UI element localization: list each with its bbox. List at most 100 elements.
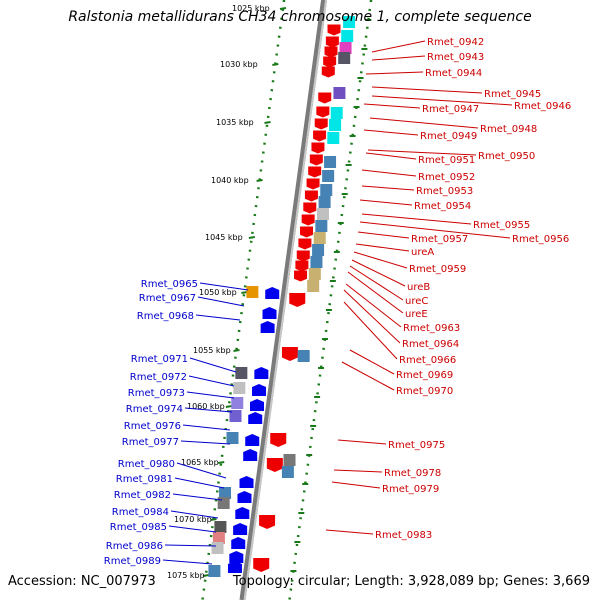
forward-gene-arrow <box>304 190 318 202</box>
reverse-gene-arrow <box>229 551 244 563</box>
gene-label-text: Rmet_0944 <box>425 68 482 79</box>
left-gene-label-rmet_0976: Rmet_0976 <box>124 421 231 432</box>
right-gene-label-rmet_0979: Rmet_0979 <box>331 481 439 495</box>
forward-gene-arrow <box>253 558 270 572</box>
gene-label-text: Rmet_0947 <box>422 104 479 115</box>
reverse-gene-arrow <box>245 434 260 446</box>
forward-gene-arrow <box>308 166 322 178</box>
forward-gene-arrow <box>270 433 287 447</box>
leader-line <box>371 95 513 106</box>
cog-category-block <box>231 397 244 409</box>
cog-category-block <box>310 256 323 268</box>
left-gene-label-rmet_0989: Rmet_0989 <box>104 556 213 567</box>
leader-line <box>195 314 241 321</box>
right-gene-label-urea: ureA <box>355 243 434 258</box>
scale-tick <box>279 7 287 10</box>
scale-label: 1060 kbp <box>187 402 225 411</box>
leader-line <box>371 40 426 53</box>
leader-line <box>365 152 417 160</box>
cog-category-block <box>315 220 328 232</box>
scale-tick <box>225 405 233 408</box>
scale-tick <box>248 236 256 239</box>
cog-category-block <box>283 454 296 466</box>
gene-label-text: Rmet_0950 <box>478 151 535 162</box>
track-band <box>201 0 374 600</box>
leader-line <box>369 117 479 129</box>
gene-label-text: Rmet_0974 <box>126 404 183 415</box>
forward-gene-arrow <box>325 36 339 48</box>
gene-label-text: Rmet_0956 <box>512 234 569 245</box>
reverse-gene-arrow <box>250 399 264 411</box>
forward-gene-arrow <box>281 347 298 361</box>
right-gene-label-uree: ureE <box>347 271 428 320</box>
leader-line <box>355 243 410 252</box>
gene-label-text: Rmet_0989 <box>104 556 161 567</box>
reverse-gene-arrow <box>227 561 242 573</box>
left-gene-label-rmet_0981: Rmet_0981 <box>116 474 225 489</box>
right-gene-label-rmet_0956: Rmet_0956 <box>359 221 569 245</box>
right-gene-label-rmet_0942: Rmet_0942 <box>371 37 484 53</box>
right-gene-label-rmet_0946: Rmet_0946 <box>371 95 571 112</box>
gene-label-text: Rmet_0965 <box>141 279 198 290</box>
leader-line <box>188 375 235 387</box>
cog-category-block <box>235 367 248 379</box>
gene-label-text: ureC <box>405 296 428 307</box>
right-gene-label-rmet_0951: Rmet_0951 <box>365 152 475 166</box>
leader-line <box>361 185 415 191</box>
right-gene-label-rmet_0945: Rmet_0945 <box>371 86 541 100</box>
leader-line <box>363 103 421 109</box>
cog-category-block <box>343 16 356 28</box>
scale-label: 1055 kbp <box>193 346 231 355</box>
forward-gene-arrow <box>313 130 327 142</box>
forward-gene-arrow <box>323 56 337 68</box>
gene-label-text: Rmet_0969 <box>396 370 453 381</box>
scale-tick <box>210 518 217 521</box>
reverse-gene-arrow <box>235 507 250 519</box>
gene-label-text: Rmet_0983 <box>375 530 432 541</box>
cog-category-block <box>333 87 346 99</box>
left-gene-label-rmet_0972: Rmet_0972 <box>130 372 235 387</box>
leader-line <box>168 525 217 533</box>
gene-label-text: Rmet_0984 <box>112 507 169 518</box>
gene-label-text: Rmet_0977 <box>122 437 179 448</box>
left-gene-label-rmet_0984: Rmet_0984 <box>112 507 219 519</box>
right-gene-label-rmet_0952: Rmet_0952 <box>361 169 475 183</box>
chromosome-backbone-highlight <box>243 0 328 600</box>
chromosome-backbone <box>239 0 328 600</box>
cog-category-block <box>312 244 325 256</box>
left-gene-label-rmet_0973: Rmet_0973 <box>128 388 235 399</box>
cog-category-block <box>329 119 342 131</box>
gene-label-text: Rmet_0979 <box>382 484 439 495</box>
scale-label: 1035 kbp <box>216 118 254 127</box>
cog-category-block <box>214 521 227 533</box>
cog-category-block <box>307 280 320 292</box>
right-gene-label-rmet_0983: Rmet_0983 <box>325 529 432 541</box>
scale-label: 1050 kbp <box>199 288 237 297</box>
gene-label-text: Rmet_0964 <box>402 339 459 350</box>
topology-text: Topology: circular; Length: 3,928,089 bp… <box>232 574 590 589</box>
cog-category-block <box>324 156 337 168</box>
reverse-gene-arrow <box>239 476 254 488</box>
right-gene-label-rmet_0978: Rmet_0978 <box>333 468 441 479</box>
leader-line <box>347 271 404 314</box>
forward-gene-arrow <box>301 214 315 226</box>
right-gene-label-rmet_0953: Rmet_0953 <box>361 185 473 197</box>
leader-line <box>349 265 404 301</box>
leader-line <box>351 259 406 287</box>
right-gene-label-rmet_0970: Rmet_0970 <box>341 361 453 397</box>
gene-label-text: Rmet_0970 <box>396 386 453 397</box>
cog-category-block <box>233 382 246 394</box>
cog-category-block <box>320 184 333 196</box>
scale-label: 1040 kbp <box>211 176 249 185</box>
leader-line <box>333 469 383 473</box>
cog-category-block <box>219 487 232 499</box>
cog-category-block <box>330 107 343 119</box>
right-gene-label-rmet_0950: Rmet_0950 <box>367 149 535 162</box>
right-gene-label-rmet_0943: Rmet_0943 <box>371 52 484 63</box>
cog-category-block <box>338 52 351 64</box>
gene-label-text: ureA <box>411 247 434 258</box>
cog-category-block <box>322 170 335 182</box>
right-gene-label-rmet_0966: Rmet_0966 <box>343 301 456 366</box>
forward-gene-arrow <box>266 458 283 472</box>
gene-label-text: Rmet_0986 <box>106 541 163 552</box>
